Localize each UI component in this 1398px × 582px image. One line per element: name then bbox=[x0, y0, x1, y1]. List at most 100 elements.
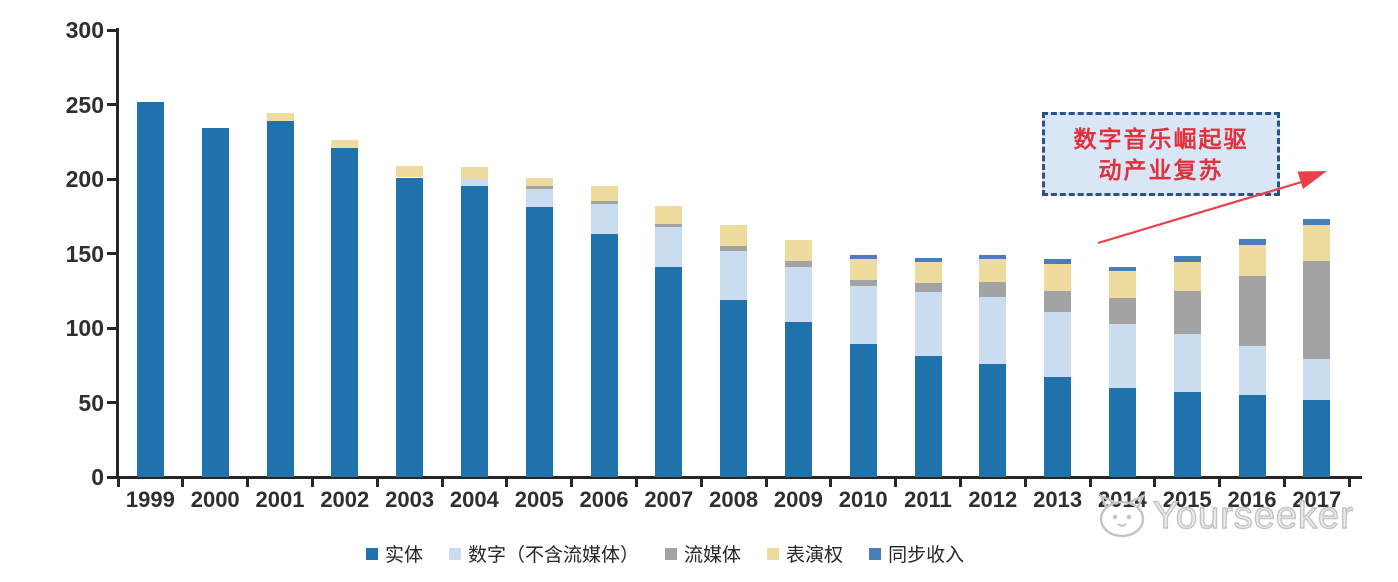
x-axis-tick bbox=[440, 479, 444, 487]
bar-1999-physical bbox=[136, 101, 164, 477]
x-axis-label: 2017 bbox=[1292, 487, 1342, 512]
bar-2010-sync bbox=[849, 254, 877, 260]
legend-label-performance_rights: 表演权 bbox=[786, 545, 844, 566]
x-axis-tick bbox=[1347, 479, 1351, 487]
y-axis-tick bbox=[107, 177, 117, 181]
y-axis-tick-label: 200 bbox=[65, 166, 104, 192]
bar-2017-physical bbox=[1303, 399, 1331, 477]
bar-2017-streaming bbox=[1303, 260, 1331, 360]
bar-2004-physical bbox=[460, 186, 488, 477]
legend-swatch-sync bbox=[869, 547, 882, 560]
bar-2007-streaming bbox=[655, 223, 683, 227]
bar-2015-physical bbox=[1173, 392, 1201, 477]
bar-2012-digital_excl_streaming bbox=[979, 296, 1007, 364]
bar-2004-digital_excl_streaming bbox=[460, 179, 488, 187]
y-axis-tick-label: 0 bbox=[91, 464, 104, 490]
x-axis-tick bbox=[181, 479, 185, 487]
x-axis-tick bbox=[1153, 479, 1157, 487]
bar-2011-streaming bbox=[914, 283, 942, 293]
bar-2005-performance_rights bbox=[525, 177, 553, 187]
bar-2001-performance_rights bbox=[266, 113, 294, 121]
x-axis-label: 1999 bbox=[125, 487, 175, 512]
bar-2008-performance_rights bbox=[720, 225, 748, 247]
bar-2001-physical bbox=[266, 120, 294, 477]
x-axis-tick bbox=[1282, 479, 1286, 487]
bar-2013-sync bbox=[1044, 259, 1072, 264]
legend-swatch-digital_excl_streaming bbox=[449, 547, 462, 560]
bar-2012-physical bbox=[979, 363, 1007, 477]
y-axis-tick-label: 250 bbox=[65, 91, 104, 118]
x-axis-tick bbox=[310, 479, 314, 487]
legend-item-streaming: 流媒体 bbox=[665, 540, 741, 567]
legend-item-physical: 实体 bbox=[366, 540, 423, 567]
x-axis-label: 2007 bbox=[644, 487, 694, 512]
bar-2009-performance_rights bbox=[784, 240, 812, 261]
bar-2011-physical bbox=[914, 356, 942, 477]
bar-2013-digital_excl_streaming bbox=[1044, 311, 1072, 378]
legend-item-performance_rights: 表演权 bbox=[767, 540, 843, 567]
x-axis-tick bbox=[116, 479, 120, 487]
bar-2013-performance_rights bbox=[1044, 263, 1072, 291]
annotation-line1: 数字音乐崛起驱 bbox=[1073, 127, 1249, 152]
annotation-callout: 数字音乐崛起驱 动产业复苏 bbox=[1042, 112, 1280, 196]
watermark: Yourseeker bbox=[1093, 492, 1354, 540]
x-axis-tick bbox=[634, 479, 638, 487]
y-axis-tick bbox=[107, 28, 117, 32]
bar-2016-sync bbox=[1238, 238, 1266, 245]
x-axis-tick bbox=[829, 479, 833, 487]
y-axis-tick bbox=[107, 475, 117, 479]
legend-swatch-physical bbox=[366, 547, 378, 560]
bar-2016-physical bbox=[1238, 395, 1266, 477]
bar-2009-physical bbox=[784, 322, 812, 477]
bar-2005-physical bbox=[525, 207, 553, 477]
legend-item-digital_excl_streaming: 数字（不含流媒体） bbox=[449, 540, 639, 567]
bar-2007-performance_rights bbox=[655, 205, 683, 224]
x-axis-label: 2005 bbox=[514, 487, 564, 512]
bar-2010-performance_rights bbox=[849, 259, 877, 281]
x-axis-label: 2012 bbox=[968, 487, 1018, 512]
x-axis-tick bbox=[764, 479, 768, 487]
x-axis-line bbox=[107, 476, 1362, 479]
x-axis-tick bbox=[375, 479, 379, 487]
x-axis-tick bbox=[699, 479, 703, 487]
bar-2008-streaming bbox=[720, 246, 748, 251]
bar-2000-physical bbox=[201, 128, 229, 477]
bar-2016-streaming bbox=[1238, 275, 1266, 346]
legend: 实体 数字（不含流媒体） 流媒体 表演权 同步收入 bbox=[366, 540, 964, 567]
legend-label-digital_excl_streaming: 数字（不含流媒体） bbox=[468, 545, 640, 566]
bar-2012-streaming bbox=[979, 281, 1007, 297]
bar-2014-sync bbox=[1108, 266, 1136, 272]
x-axis-tick bbox=[958, 479, 962, 487]
x-axis-label: 2008 bbox=[709, 487, 759, 512]
bar-2014-performance_rights bbox=[1108, 271, 1136, 299]
bar-2010-physical bbox=[849, 344, 877, 477]
x-axis-label: 2016 bbox=[1227, 487, 1277, 512]
legend-swatch-performance_rights bbox=[767, 547, 780, 560]
x-axis-tick bbox=[894, 479, 898, 487]
bar-2005-streaming bbox=[525, 186, 553, 190]
x-axis-label: 2004 bbox=[449, 487, 499, 512]
bar-2003-physical bbox=[396, 177, 424, 477]
cat-eye bbox=[1112, 514, 1118, 520]
x-axis-label: 2001 bbox=[255, 487, 305, 512]
bar-2017-digital_excl_streaming bbox=[1303, 359, 1331, 400]
bar-2011-sync bbox=[914, 257, 942, 263]
x-axis-label: 2013 bbox=[1033, 487, 1083, 512]
bar-2010-streaming bbox=[849, 280, 877, 287]
legend-label-sync: 同步收入 bbox=[888, 545, 965, 566]
y-axis-tick bbox=[107, 401, 117, 404]
y-axis-tick-label: 100 bbox=[65, 315, 104, 341]
bar-2014-physical bbox=[1108, 387, 1136, 477]
y-axis-tick bbox=[107, 252, 117, 255]
y-axis-tick-label: 150 bbox=[65, 240, 104, 267]
bar-2007-digital_excl_streaming bbox=[655, 226, 683, 267]
bar-2015-performance_rights bbox=[1173, 262, 1201, 291]
x-axis-tick bbox=[570, 479, 574, 487]
y-axis-tick bbox=[107, 326, 117, 330]
bar-2008-digital_excl_streaming bbox=[720, 250, 748, 300]
x-axis-tick bbox=[1218, 479, 1222, 487]
bar-2012-sync bbox=[979, 254, 1007, 260]
bar-2015-digital_excl_streaming bbox=[1173, 333, 1201, 393]
annotation-arrow-head bbox=[1297, 171, 1327, 189]
x-axis-tick bbox=[505, 479, 509, 487]
